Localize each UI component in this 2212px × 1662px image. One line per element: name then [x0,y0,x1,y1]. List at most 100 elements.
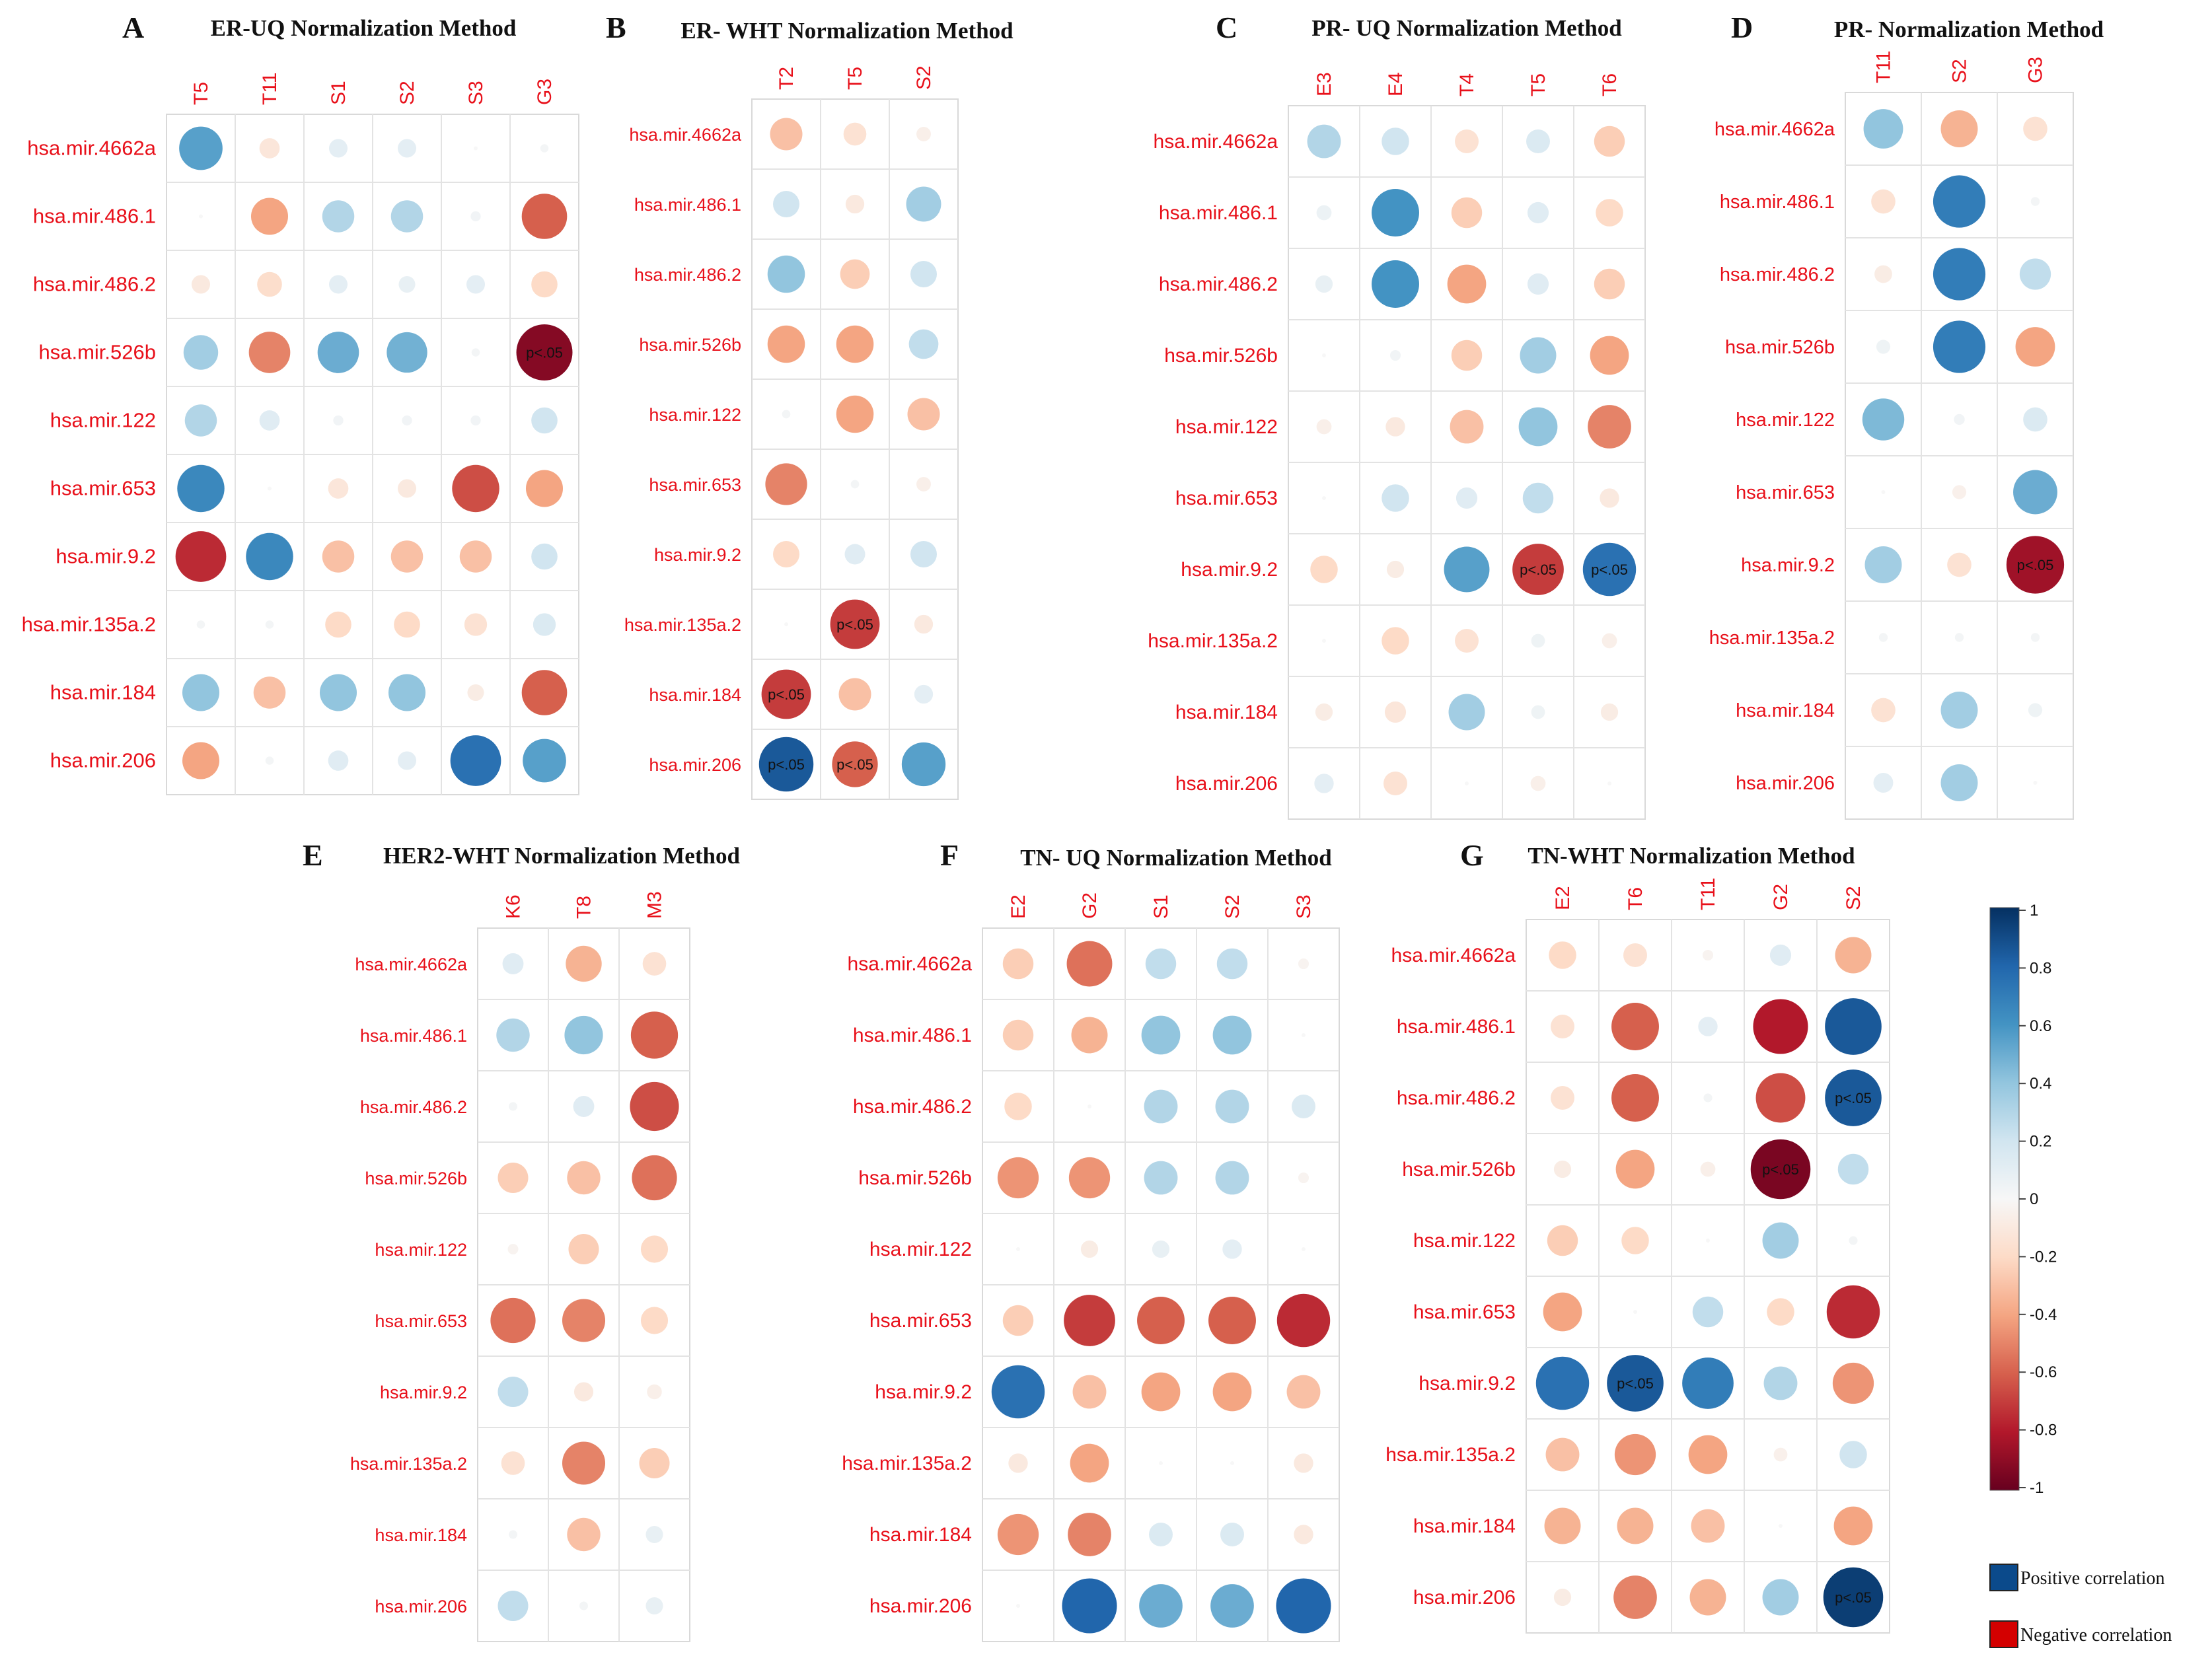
correlation-point [1382,484,1409,512]
correlation-point [1322,496,1326,500]
correlation-point [184,404,217,437]
correlation-point [1614,1433,1656,1476]
correlation-point [1596,199,1623,227]
correlation-point [767,325,805,363]
correlation-point [1215,1161,1249,1195]
correlation-point [1294,1525,1313,1544]
grid [751,98,959,800]
correlation-point [1833,1506,1873,1546]
correlation-point [2019,258,2051,290]
correlation-point [832,741,878,787]
correlation-point [1372,189,1419,236]
positive-correlation-label: Positive correlation [2020,1568,2165,1589]
correlation-point [1322,639,1326,643]
correlation-point [317,332,359,373]
correlation-point [1878,633,1888,642]
row-label: hsa.mir.122 [649,405,741,425]
colorbar-ticks: 1 0.8 0.6 0.4 0.2 0 -0.2 -0.4 -0.6 -0.8 -1 [2019,902,2057,1497]
row-label: hsa.mir.486.2 [853,1096,972,1118]
correlation-point [761,669,811,719]
correlation-point [1450,410,1484,444]
correlation-point [1276,1578,1331,1634]
significance-label: p<.05 [1520,561,1557,578]
correlation-point [268,486,272,491]
column-label: S2 [1949,59,1971,83]
correlation-point [1210,1584,1254,1628]
correlation-point [452,464,499,513]
correlation-point [997,1513,1039,1556]
correlation-point [914,684,934,704]
correlation-point [830,599,880,649]
correlation-point [758,737,814,792]
correlation-point [177,464,225,513]
correlation-point [1602,633,1617,649]
correlation-point [1837,1153,1869,1185]
row-label: hsa.mir.4662a [1154,131,1278,153]
correlation-point [1465,781,1469,785]
correlation-point [567,1161,601,1195]
correlation-point [767,255,805,293]
correlation-point [1823,1567,1884,1628]
colorbar-tick-label: 0.4 [2030,1075,2051,1093]
correlation-point [1692,1296,1724,1328]
correlation-point [322,540,355,573]
correlation-point [397,139,417,158]
correlation-point [562,1441,606,1485]
correlation-point [450,735,501,786]
correlation-point [1141,1015,1181,1055]
row-label: hsa.mir.184 [1413,1515,1516,1537]
correlation-point [1152,1240,1170,1258]
row-label: hsa.mir.184 [649,685,741,705]
correlation-point [531,271,558,298]
correlation-point [196,620,205,629]
panel-d: D PR- Normalization Method T11 S2 G3 hsa.mir.… [1709,11,2104,820]
correlation-point [1145,948,1177,980]
correlation-point [908,329,939,359]
correlation-point [1940,692,1978,729]
correlation-point [1316,205,1332,221]
panel-g: G TN-WHT Normalization Method E2 T6 T11 G2 S2 h… [1385,838,1890,1634]
correlation-point [910,541,937,567]
correlation-point [1588,405,1631,449]
colorbar-tick-label: 0.2 [2030,1133,2051,1151]
correlation-point [2030,633,2040,642]
row-label: hsa.mir.653 [1413,1301,1516,1323]
correlation-point [1302,1033,1306,1037]
correlation-point [1940,764,1978,801]
correlation-point [1881,490,1886,494]
column-label: T11 [1873,51,1895,83]
correlation-point [1066,941,1113,987]
correlation-point [1544,1507,1581,1544]
row-label: hsa.mir.526b [858,1167,972,1189]
correlation-point [840,259,870,289]
column-label: T5 [1528,73,1549,96]
correlation-point [997,1157,1039,1199]
row-label: hsa.mir.653 [1175,488,1278,509]
column-label: S2 [1222,894,1243,919]
column-label: S2 [1843,886,1864,910]
correlation-point [1149,1523,1173,1546]
correlation-point [1382,627,1409,655]
correlation-point [1617,1507,1654,1544]
correlation-point [1825,1069,1882,1126]
correlation-point [394,611,420,638]
column-label: T11 [259,73,281,105]
correlation-point [1448,694,1485,731]
correlation-point [496,1018,530,1052]
panel-a: A ER-UQ Normalization Method T5 T11 S1 S2 S3 G3… [22,11,579,795]
correlation-point [333,415,344,426]
panel-f: F TN- UQ Normalization Method E2 G2 S1 S2 S3 hs… [842,838,1340,1642]
correlation-point [1779,1524,1783,1528]
correlation-point [1607,1355,1664,1412]
negative-correlation-label: Negative correlation [2020,1625,2172,1645]
column-label: T8 [573,896,595,919]
correlation-point [191,275,211,294]
correlation-point [1706,1239,1710,1243]
significance-label: p<.05 [768,686,805,703]
correlation-point [531,407,558,434]
correlation-point [1386,560,1405,579]
correlation-point [1002,1019,1034,1051]
column-label: G2 [1079,892,1101,919]
correlation-point [1535,1356,1590,1410]
correlation-point [1933,248,1986,301]
